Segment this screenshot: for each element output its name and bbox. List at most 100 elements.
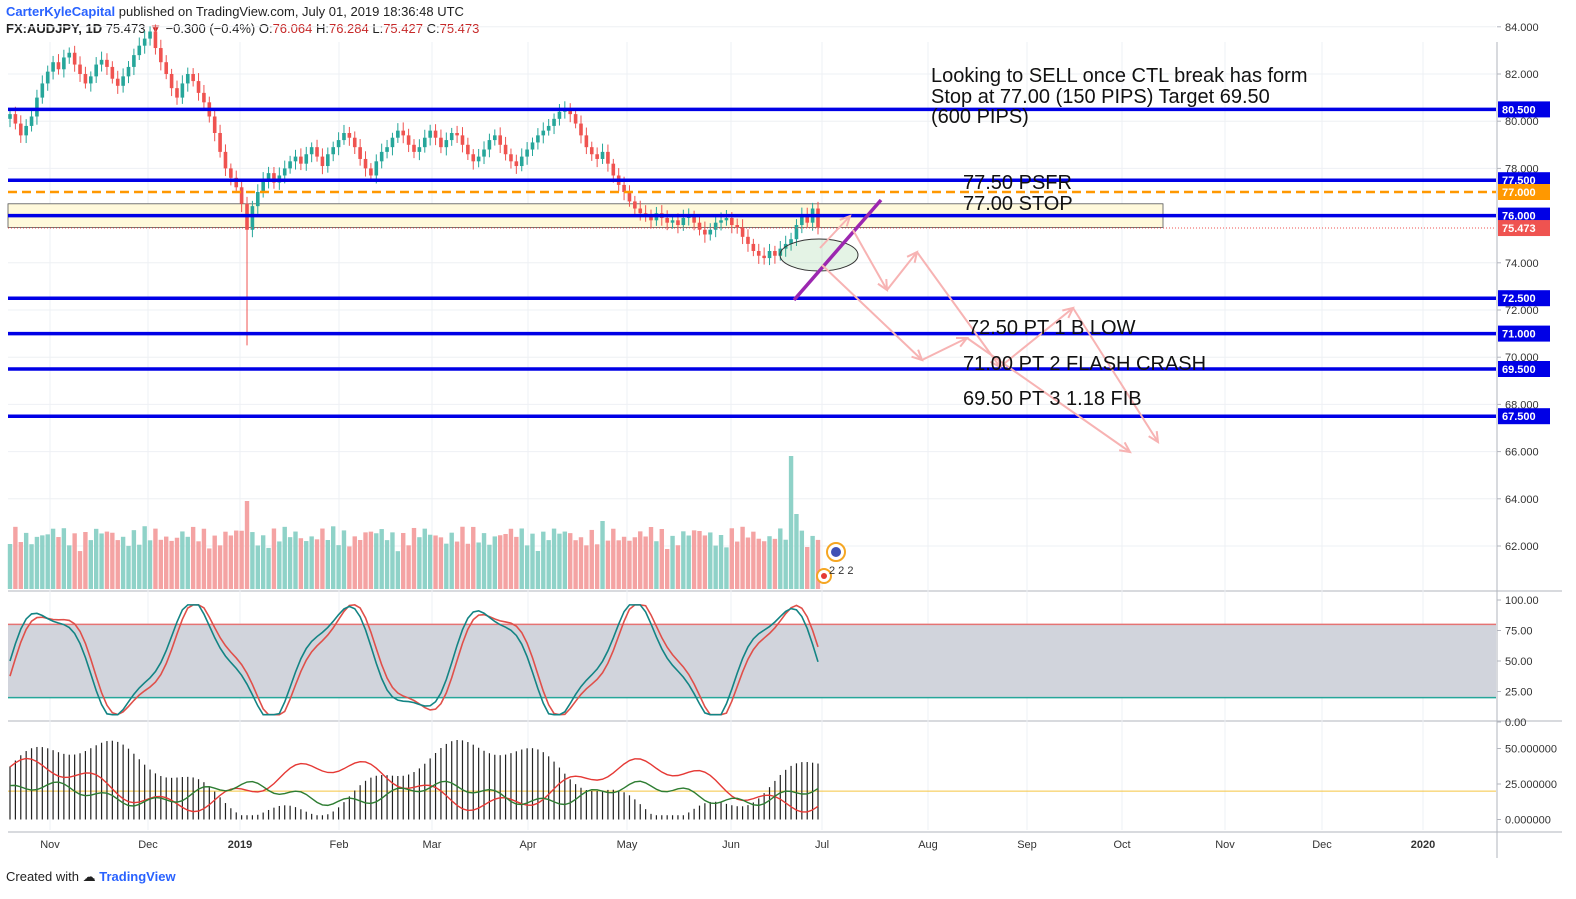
low-value: 75.427: [383, 21, 423, 36]
candle-body: [288, 161, 292, 169]
volume-bar: [34, 536, 40, 589]
volume-bar: [584, 545, 589, 589]
price-tick-label: 72.000: [1505, 305, 1539, 317]
main-pane: [8, 42, 1496, 590]
candle-body: [8, 114, 12, 119]
volume-bar: [778, 528, 783, 589]
volume-bar: [643, 536, 648, 589]
candle-body: [272, 173, 276, 183]
candle-body: [24, 125, 28, 136]
stoch-tick-label: 75.00: [1505, 626, 1533, 638]
volume-bar: [239, 530, 244, 589]
candle-body: [326, 154, 330, 167]
volume-bar: [745, 537, 751, 589]
volume-bar: [444, 543, 449, 589]
stop-axis-badge: [1498, 184, 1550, 200]
candle-body: [611, 163, 616, 176]
volume-bar: [514, 536, 519, 589]
candle-body: [751, 243, 756, 251]
candle-body: [449, 133, 454, 141]
volume-bar: [374, 533, 379, 589]
candle-body: [633, 201, 637, 209]
volume-bar: [99, 533, 104, 589]
last-price: 75.473: [105, 21, 146, 36]
volume-bar: [45, 534, 50, 589]
candle-body: [536, 135, 540, 143]
time-tick-label: Apr: [519, 839, 536, 851]
candle-body: [509, 154, 513, 162]
volume-bar: [223, 531, 228, 589]
stop-axis-label: 77.000: [1502, 187, 1536, 199]
tradingview-brand[interactable]: TradingView: [99, 869, 176, 884]
volume-bar: [277, 541, 282, 589]
volume-bar: [401, 532, 406, 589]
annotation-pt1: 72.50 PT 1 B LOW: [968, 317, 1136, 339]
low-label: L:: [372, 21, 384, 36]
projection-arrow: [999, 307, 1074, 368]
candle-body: [45, 71, 50, 84]
volume-bar: [266, 547, 271, 589]
candle-body: [735, 225, 739, 228]
time-tick-label: Aug: [918, 839, 938, 851]
created-with: Created with: [6, 869, 79, 884]
author-link[interactable]: CarterKyleCapital: [6, 4, 116, 19]
volume-bar: [815, 539, 821, 589]
candle-body: [229, 168, 233, 178]
time-tick-label: Mar: [423, 839, 442, 851]
candle-body: [730, 217, 734, 226]
volume-bar: [260, 535, 266, 589]
last-price-axis-label: 75.473: [1502, 223, 1536, 235]
annotation-plan-line3: (600 PIPS): [931, 106, 1029, 128]
time-tick-label: Nov: [40, 839, 60, 851]
symbol-info: FX:AUDJPY, 1D 75.473 ▼ −0.300 (−0.4%) O:…: [6, 21, 479, 36]
volume-bar: [433, 535, 438, 589]
volume-bar: [675, 545, 681, 589]
volume-bar: [368, 531, 374, 589]
candle-body: [169, 74, 174, 89]
volume-bar: [568, 533, 573, 589]
event-count-label: 2 2 2: [829, 565, 853, 577]
symbol-name[interactable]: FX:AUDJPY, 1D: [6, 21, 103, 36]
volume-bar: [142, 526, 147, 589]
time-tick-label: Nov: [1215, 839, 1235, 851]
stoch-tick-label: 0.00: [1505, 717, 1526, 729]
volume-bar: [93, 528, 99, 589]
candle-body: [466, 144, 470, 155]
volume-bar: [67, 545, 72, 589]
candle-body: [282, 168, 287, 176]
volume-bar: [810, 535, 815, 589]
indicator-red-line: [9, 757, 819, 813]
candle-body: [525, 149, 529, 157]
jp-flag-icon-inner: [821, 573, 827, 579]
volume-bar: [23, 532, 29, 589]
stoch-band: [8, 624, 1496, 698]
projection-arrow: [916, 251, 1001, 368]
volume-bar: [535, 550, 541, 589]
volume-bar: [772, 538, 778, 589]
volume-bar: [61, 528, 67, 589]
candle-body: [99, 59, 104, 65]
breakout-ellipse: [779, 238, 859, 272]
candle-body: [191, 74, 195, 82]
candle-body: [255, 192, 260, 207]
candle-body: [142, 38, 147, 46]
volume-bar: [336, 545, 341, 589]
volume-bar: [395, 551, 401, 589]
volume-bar: [492, 536, 497, 589]
price-tick-label: 64.000: [1505, 494, 1539, 506]
volume-bar: [756, 538, 761, 589]
candle-body: [94, 64, 98, 77]
time-tick-label: Dec: [1312, 839, 1332, 851]
level-axis-label: 80.500: [1502, 104, 1536, 116]
indicator-tick-label: 0.000000: [1505, 815, 1551, 827]
candle-body: [56, 62, 61, 70]
volume-bar: [438, 537, 444, 589]
volume-bar: [417, 537, 422, 589]
level-axis-badge: [1498, 361, 1550, 377]
stoch-d-line: [9, 604, 819, 716]
volume-bar: [352, 536, 357, 589]
volume-bar: [169, 540, 174, 589]
volume-bar: [212, 535, 217, 589]
volume-bar: [735, 541, 740, 589]
